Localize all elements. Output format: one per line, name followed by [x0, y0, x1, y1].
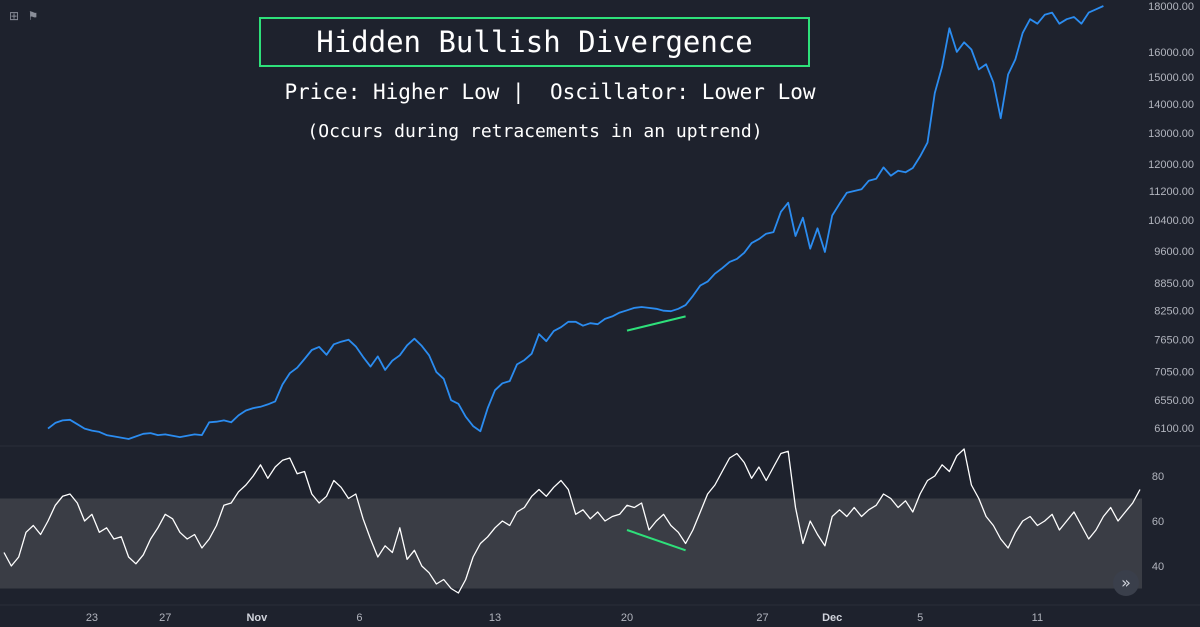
- annotation-title: Hidden Bullish Divergence: [316, 25, 753, 59]
- oscillator-pane: [0, 448, 1142, 594]
- price-y-tick-label: 6100.00: [1154, 423, 1194, 435]
- x-tick-label: 6: [356, 612, 362, 624]
- price-y-tick-label: 18000.00: [1148, 1, 1194, 13]
- x-tick-label: 5: [917, 612, 923, 624]
- price-y-tick-label: 16000.00: [1148, 47, 1194, 59]
- x-tick-label: 23: [86, 612, 98, 624]
- price-y-tick-label: 11200.00: [1149, 186, 1194, 198]
- annotation-title-box: Hidden Bullish Divergence: [259, 17, 810, 67]
- expand-icon[interactable]: ⊞: [8, 9, 20, 23]
- x-tick-label: Dec: [822, 612, 842, 624]
- oscillator-line: [3, 448, 1141, 594]
- flag-icon[interactable]: ⚑: [27, 9, 39, 23]
- price-y-tick-label: 12000.00: [1148, 159, 1194, 171]
- price-y-tick-label: 13000.00: [1148, 128, 1194, 140]
- price-y-tick-label: 7650.00: [1154, 335, 1194, 347]
- price-y-tick-label: 14000.00: [1148, 99, 1194, 111]
- price-y-tick-label: 9600.00: [1154, 246, 1194, 258]
- oscillator-band: [0, 498, 1142, 589]
- x-tick-label: Nov: [246, 612, 268, 624]
- price-pane: [47, 5, 1104, 440]
- oscillator-y-tick-label: 60: [1152, 516, 1164, 528]
- x-tick-label: 27: [159, 612, 171, 624]
- oscillator-divergence-line: [626, 529, 686, 552]
- oscillator-y-tick-label: 80: [1152, 471, 1164, 483]
- x-tick-label: 27: [756, 612, 768, 624]
- price-y-tick-label: 15000.00: [1148, 72, 1194, 84]
- price-y-tick-label: 8850.00: [1154, 278, 1194, 290]
- price-y-tick-label: 10400.00: [1148, 215, 1194, 227]
- annotation-subtitle: Price: Higher Low | Oscillator: Lower Lo…: [284, 80, 816, 104]
- price-y-tick-label: 6550.00: [1154, 395, 1194, 407]
- price-y-tick-label: 8250.00: [1154, 305, 1194, 317]
- x-tick-label: 11: [1032, 612, 1043, 624]
- scroll-to-latest-button[interactable]: »: [1113, 570, 1139, 596]
- annotation-note: (Occurs during retracements in an uptren…: [307, 121, 763, 142]
- price-y-tick-label: 7050.00: [1154, 367, 1194, 379]
- x-tick-label: 20: [621, 612, 633, 624]
- price-line: [47, 5, 1104, 440]
- oscillator-y-tick-label: 40: [1152, 561, 1164, 573]
- x-tick-label: 13: [489, 612, 501, 624]
- price-divergence-line: [626, 315, 686, 332]
